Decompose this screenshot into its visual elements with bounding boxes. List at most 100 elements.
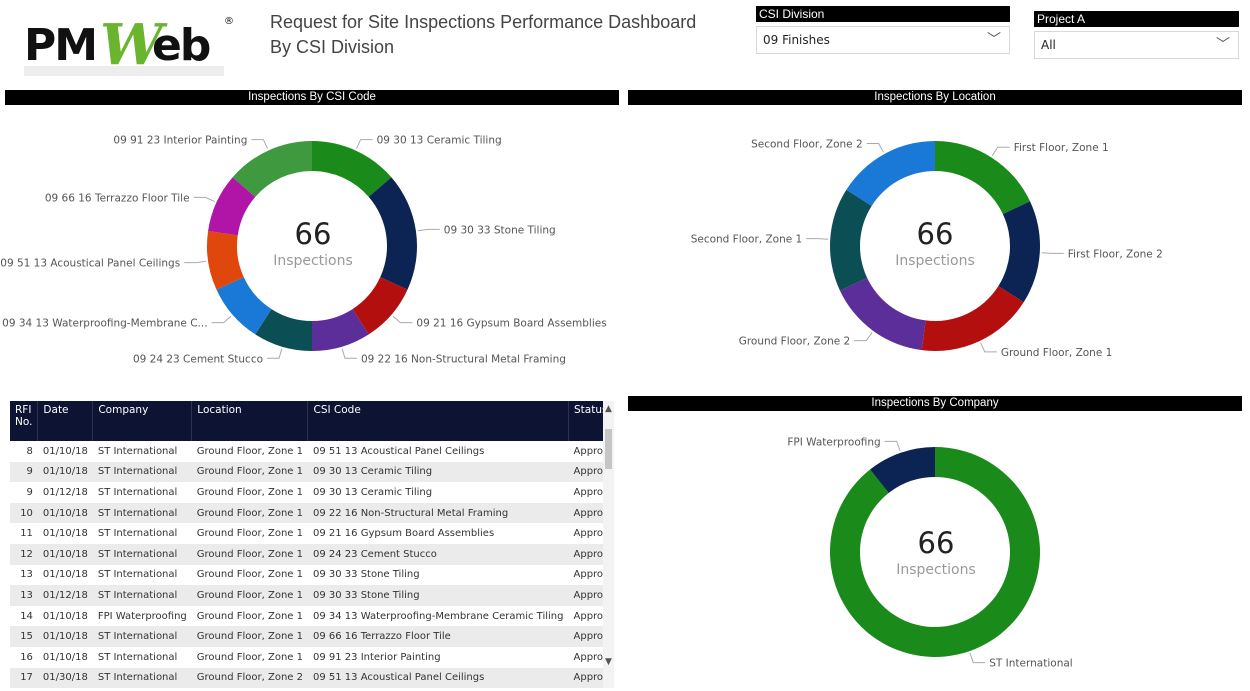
table-row[interactable]: 8 01/10/18 ST International Ground Floor, Z… [10,441,603,462]
cell-company: ST International [97,486,178,498]
donut-slice[interactable] [216,277,272,335]
location-total-label: Inspections [895,253,975,269]
col-csi-code[interactable]: CSI Code [307,401,569,441]
leader-line [1041,252,1064,254]
leader-line [267,348,283,359]
donut-slice[interactable] [935,141,1031,215]
csi-code-total: 66 [294,217,332,251]
csi-division-label: CSI Division [756,6,1010,22]
cell-status: Approved [573,569,604,581]
project-value: All [1041,38,1056,52]
donut-slice[interactable] [830,189,872,291]
col-rfi-no[interactable]: RFI No. [10,401,39,441]
cell-date: 01/10/18 [37,543,93,565]
cell-rfi-no: 17 [10,667,38,688]
donut-slice[interactable] [352,277,408,335]
location-donut-svg: First Floor, Zone 1 First Floor, Zone 2 Gr… [691,138,1163,358]
pmweb-logo: PM W eb ® [24,12,234,78]
leader-line [417,228,440,232]
col-location[interactable]: Location [191,401,309,441]
cell-csi-code: 09 66 16 Terrazzo Floor Tile [307,626,569,647]
leader-line [969,652,986,664]
table-row[interactable]: 12 01/10/18 ST International Ground Floor, … [10,543,603,565]
cell-location: Ground Floor, Zone 1 [191,502,308,524]
donut-slice[interactable] [870,447,935,494]
chevron-down-icon: ﹀ [1216,37,1230,53]
cell-rfi-no: 13 [20,569,33,581]
donut-slice[interactable] [312,141,392,197]
table-row[interactable]: 11 01/10/18 ST International Ground Floor, … [10,523,603,544]
csi-division-dropdown[interactable]: 09 Finishes ﹀ [756,26,1010,54]
cell-csi-code: 09 51 13 Acoustical Panel Ceilings [312,445,485,457]
slice-label: 09 34 13 Waterproofing-Membrane C... [2,318,207,330]
leader-line [355,139,373,149]
caret-down-icon[interactable]: ▼ [605,657,612,667]
csi-code-chart-title: Inspections By CSI Code [5,90,619,105]
donut-slice[interactable] [312,309,369,351]
table-row[interactable]: 16 01/10/18 ST International Ground Floor, … [10,647,603,668]
slice-label: 09 30 33 Stone Tiling [444,224,556,236]
cell-company: ST International [92,667,192,688]
cell-location: Ground Floor, Zone 1 [191,543,308,565]
donut-slice[interactable] [839,277,926,351]
cell-rfi-no: 8 [26,445,33,457]
donut-slice[interactable] [208,177,256,236]
project-slicer: Project A All ﹀ [1034,11,1239,59]
col-company[interactable]: Company [92,401,193,441]
leader-line [184,260,207,264]
cell-date: 01/12/18 [42,486,88,498]
cell-location: Ground Floor, Zone 2 [191,667,308,688]
cell-location: Ground Floor, Zone 1 [196,528,303,540]
donut-slice[interactable] [998,201,1040,303]
donut-slice[interactable] [232,141,312,197]
table-row[interactable]: 17 01/30/18 ST International Ground Floor, … [10,667,603,688]
cell-date: 01/10/18 [42,569,88,581]
cell-company: ST International [97,651,178,663]
project-dropdown[interactable]: All ﹀ [1034,31,1239,59]
cell-rfi-no: 12 [10,543,38,565]
donut-slice[interactable] [207,231,244,290]
slice-label: 09 30 13 Ceramic Tiling [377,135,502,147]
cell-company: ST International [92,626,192,647]
cell-date: 01/10/18 [37,626,93,647]
company-chart-title: Inspections By Company [628,396,1242,411]
cell-status: Approved [568,667,603,688]
caret-up-icon[interactable]: ▲ [605,404,612,414]
table-row[interactable]: 14 01/10/18 FPI Waterproofing Ground Floor,… [10,606,603,627]
cell-status: Approved [568,502,603,524]
table-scrollbar[interactable]: ▲ ▼ [603,401,614,688]
leader-line [854,332,873,342]
title-line-1: Request for Site Inspections Performance… [270,12,697,32]
svg-text:PM: PM [24,20,96,71]
leader-line [806,238,829,240]
location-total: 66 [916,217,954,251]
table-row[interactable]: 9 01/10/18 ST International Ground Floor, Z… [10,461,603,483]
slice-label: 09 66 16 Terrazzo Floor Tile [45,192,190,204]
cell-company: ST International [92,585,192,606]
cell-date: 01/30/18 [37,667,93,688]
csi-code-total-label: Inspections [273,253,353,269]
cell-csi-code: 09 91 23 Interior Painting [312,651,441,663]
cell-csi-code: 09 30 33 Stone Tiling [312,569,420,581]
col-status[interactable]: Status [568,401,603,441]
cell-rfi-no: 15 [10,626,38,647]
cell-rfi-no: 13 [10,585,38,606]
table-row[interactable]: 9 01/12/18 ST International Ground Floor, Z… [10,482,603,503]
donut-slice[interactable] [255,309,312,351]
leader-line [884,440,901,452]
donut-slice[interactable] [846,141,935,206]
col-date[interactable]: Date [37,401,94,441]
project-label: Project A [1034,11,1239,27]
cell-status: Approved [568,461,603,483]
table-row[interactable]: 10 01/10/18 ST International Ground Floor, … [10,502,603,524]
table-row[interactable]: 15 01/10/18 ST International Ground Floor, … [10,626,603,647]
donut-slice[interactable] [368,177,417,290]
csi-division-slicer: CSI Division 09 Finishes ﹀ [756,6,1010,54]
cell-location: Ground Floor, Zone 1 [191,626,308,647]
scrollbar-thumb[interactable] [605,429,612,469]
donut-slice[interactable] [921,286,1024,351]
cell-status: Approved [568,626,603,647]
table-row[interactable]: 13 01/10/18 ST International Ground Floor, … [10,565,603,586]
table-row[interactable]: 13 01/12/18 ST International Ground Floor, … [10,585,603,606]
svg-text:®: ® [224,16,234,27]
